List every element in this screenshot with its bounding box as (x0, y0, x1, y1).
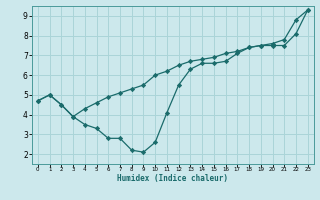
X-axis label: Humidex (Indice chaleur): Humidex (Indice chaleur) (117, 174, 228, 183)
